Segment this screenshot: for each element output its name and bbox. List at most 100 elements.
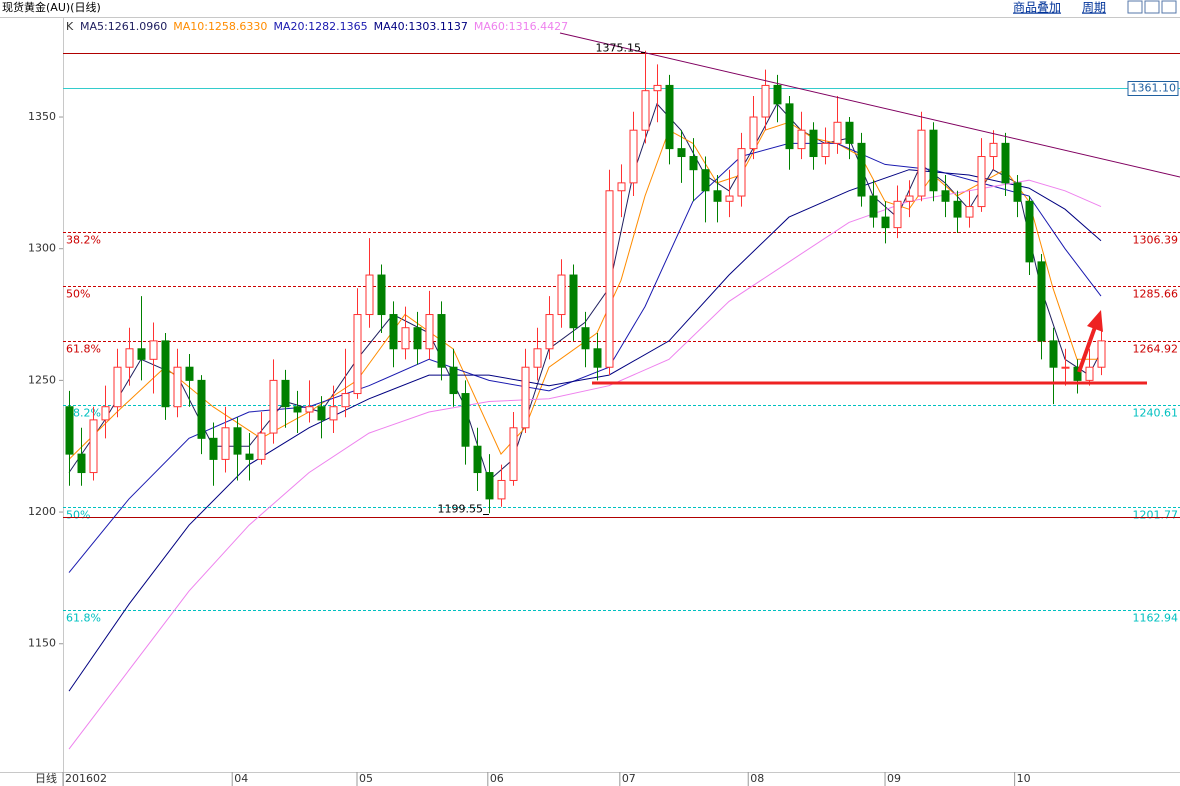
candle-body — [101, 406, 110, 421]
ma-legend: MA20:1282.1365 — [273, 20, 367, 33]
candle-body — [989, 142, 998, 158]
candle-body — [581, 327, 590, 350]
low-label: 1199.55 — [438, 503, 484, 516]
candle-body — [149, 340, 158, 360]
candle-body — [773, 84, 782, 105]
candle-body — [497, 479, 506, 500]
trend-line — [559, 32, 1180, 178]
level-ratio: 50% — [66, 509, 90, 522]
candle-body — [965, 206, 974, 218]
ma-legend: MA60:1316.4427 — [474, 20, 568, 33]
candle-body — [797, 129, 806, 150]
candle-body — [1013, 182, 1022, 202]
candle-body — [533, 348, 542, 368]
candle-body — [821, 142, 830, 158]
candle-body — [629, 129, 638, 184]
candle-body — [809, 129, 818, 158]
candle-body — [1037, 261, 1046, 342]
candle-body — [713, 190, 722, 202]
indicator-label: K — [66, 20, 74, 33]
ma-legend: MA5:1261.0960 — [80, 20, 167, 33]
candle-body — [737, 148, 746, 197]
candle-body — [437, 314, 446, 368]
candle-body — [905, 195, 914, 202]
x-tick-label: 04 — [234, 772, 248, 785]
levels: 1361.10 38.2% 1306.39 50% 1285.66 61.8% 1264.9… — [63, 53, 1180, 625]
candle-body — [1049, 340, 1058, 368]
candle-body — [977, 156, 986, 208]
arrow-head — [1087, 310, 1103, 332]
y-tick-label: 1250 — [28, 373, 56, 386]
level-ratio: 61.8% — [66, 343, 101, 356]
candle-body — [569, 274, 578, 329]
candle-body — [89, 419, 98, 474]
candle-body — [257, 432, 266, 460]
candle-body — [881, 216, 890, 229]
ma-legend: MA10:1258.6330 — [173, 20, 267, 33]
candle-body — [137, 348, 146, 360]
candle-body — [185, 366, 194, 381]
x-tick-label: 08 — [750, 772, 764, 785]
candle-body — [689, 156, 698, 171]
candle-body — [953, 200, 962, 218]
y-tick-label: 1350 — [28, 110, 56, 123]
candle-body — [545, 314, 554, 350]
y-tick-label: 1200 — [28, 505, 56, 518]
level-box — [1127, 81, 1179, 96]
candle-body — [509, 427, 518, 481]
candle-body — [1073, 366, 1082, 381]
window-buttons[interactable] — [1127, 0, 1177, 14]
candle-body — [653, 84, 662, 92]
candle-body — [1061, 366, 1070, 369]
ma-line — [68, 142, 1102, 573]
ma-legend: MA40:1303.1137 — [374, 20, 468, 33]
candle-body — [557, 274, 566, 316]
high-label: 1375.15 — [596, 42, 642, 55]
candle-body — [1001, 142, 1010, 184]
candle-body — [197, 379, 206, 439]
x-tick-label: 09 — [887, 772, 901, 785]
candle-body — [233, 427, 242, 455]
candle-body — [341, 393, 350, 408]
candle-body — [293, 406, 302, 413]
candle-body — [869, 195, 878, 218]
menu-overlay[interactable]: 商品叠加 — [1013, 0, 1061, 15]
level-value: 1361.10 — [1131, 82, 1177, 95]
candle-body — [665, 84, 674, 150]
x-tick-label: 10 — [1017, 772, 1031, 785]
candle-body — [473, 445, 482, 474]
candle-body — [449, 366, 458, 395]
btn-left[interactable] — [1127, 0, 1143, 14]
candle-body — [917, 129, 926, 197]
candle-body — [725, 195, 734, 202]
candle-body — [77, 453, 86, 474]
btn-zoom[interactable] — [1161, 0, 1177, 14]
candle-body — [617, 182, 626, 192]
btn-right[interactable] — [1144, 0, 1160, 14]
candles — [65, 50, 1106, 514]
candle-body — [65, 406, 74, 455]
candle-body — [209, 437, 218, 460]
candle-body — [1025, 200, 1034, 263]
candle-body — [1085, 366, 1094, 381]
x-tick-label: 201602 — [65, 772, 107, 785]
candle-body — [461, 393, 470, 447]
candle-body — [641, 90, 650, 131]
candle-body — [701, 169, 710, 192]
x-tick-label: 07 — [622, 772, 636, 785]
candle-body — [389, 314, 398, 350]
level-value: 1201.77 — [1133, 509, 1179, 522]
candle-body — [161, 340, 170, 408]
candle-body — [485, 472, 494, 500]
candle-body — [329, 406, 338, 421]
level-ratio: 38.2% — [66, 407, 101, 420]
menu-period[interactable]: 周期 — [1082, 1, 1106, 15]
candle-body — [245, 453, 254, 460]
candle-body — [893, 200, 902, 229]
candle-body — [1097, 340, 1106, 368]
level-value: 1306.39 — [1133, 234, 1179, 247]
candle-body — [125, 348, 134, 368]
candle-body — [941, 190, 950, 202]
candle-body — [269, 379, 278, 434]
